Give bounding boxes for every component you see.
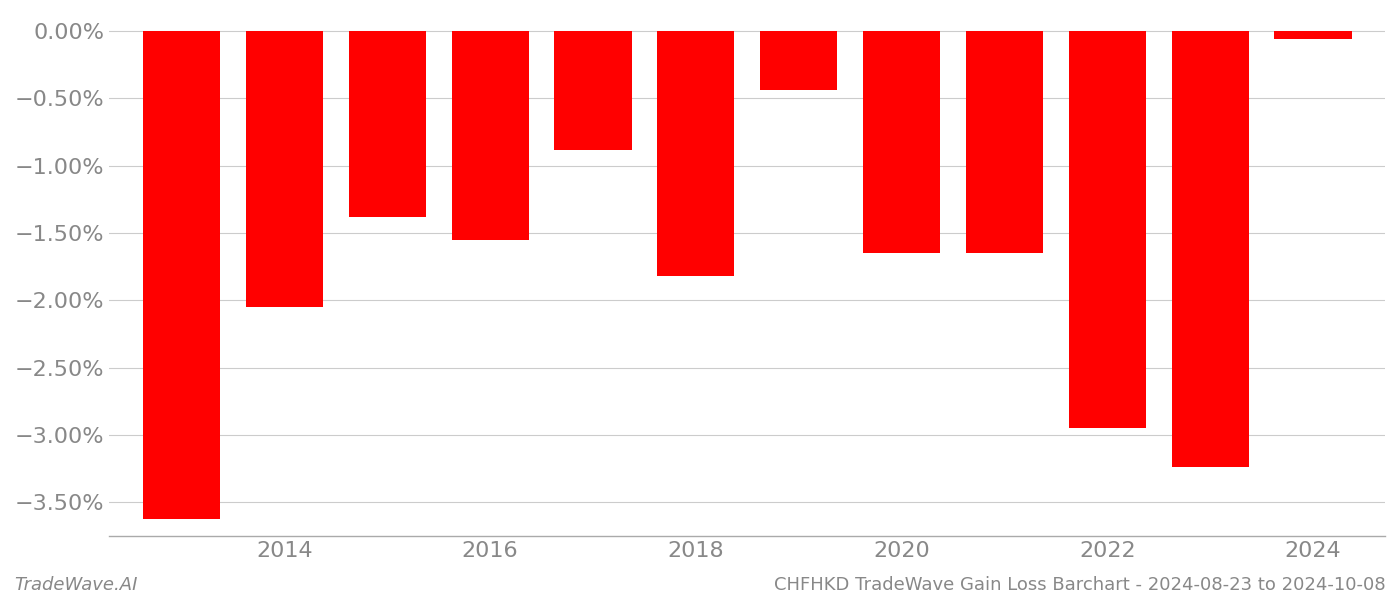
Text: TradeWave.AI: TradeWave.AI: [14, 576, 137, 594]
Text: CHFHKD TradeWave Gain Loss Barchart - 2024-08-23 to 2024-10-08: CHFHKD TradeWave Gain Loss Barchart - 20…: [774, 576, 1386, 594]
Bar: [349, 31, 426, 217]
Bar: [760, 31, 837, 91]
Bar: [143, 31, 220, 518]
Bar: [452, 31, 529, 240]
Bar: [966, 31, 1043, 253]
Bar: [862, 31, 941, 253]
Bar: [246, 31, 323, 307]
Bar: [1274, 31, 1351, 39]
Bar: [1172, 31, 1249, 467]
Bar: [554, 31, 631, 149]
Bar: [1068, 31, 1145, 428]
Bar: [657, 31, 735, 276]
